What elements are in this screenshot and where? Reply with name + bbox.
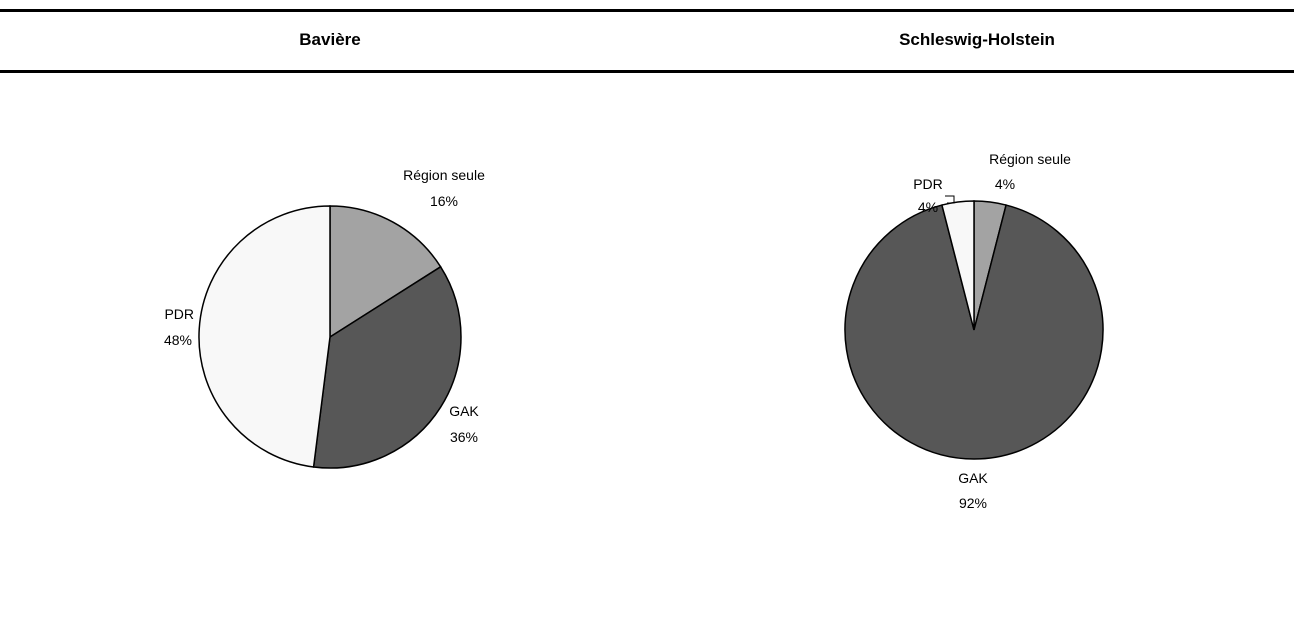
slice-baviere-pdr	[198, 205, 331, 468]
pie-chart-baviere: Région seule 16% GAK 36% PDR 48%	[164, 167, 485, 469]
label-baviere-gak-name: GAK	[449, 403, 479, 419]
slice-baviere-region-seule	[329, 205, 442, 339]
label-sh-pdr-value: 4%	[918, 199, 938, 215]
label-sh-gak-value: 92%	[959, 495, 987, 511]
label-baviere-region-seule-value: 16%	[430, 193, 458, 209]
label-baviere-region-seule-name: Région seule	[403, 167, 485, 183]
label-sh-pdr-name: PDR	[913, 176, 943, 192]
leader-line-sh-pdr	[945, 195, 955, 204]
panel-title-schleswig-holstein: Schleswig-Holstein	[899, 30, 1055, 49]
label-baviere-pdr-name: PDR	[164, 306, 194, 322]
panel-title-baviere: Bavière	[299, 30, 361, 49]
label-sh-region-seule-name: Région seule	[989, 151, 1071, 167]
slice-sh-pdr	[941, 200, 975, 331]
slice-sh-gak	[844, 204, 1104, 460]
label-baviere-pdr-value: 48%	[164, 332, 192, 348]
label-baviere-gak-value: 36%	[450, 429, 478, 445]
slice-baviere-gak	[312, 265, 462, 469]
header-bottom-rule	[0, 70, 1294, 73]
pie-chart-schleswig-holstein: Région seule 4% GAK 92% PDR 4%	[844, 151, 1104, 511]
label-sh-region-seule-value: 4%	[995, 176, 1015, 192]
header-top-rule	[0, 9, 1294, 12]
label-sh-gak-name: GAK	[958, 470, 988, 486]
